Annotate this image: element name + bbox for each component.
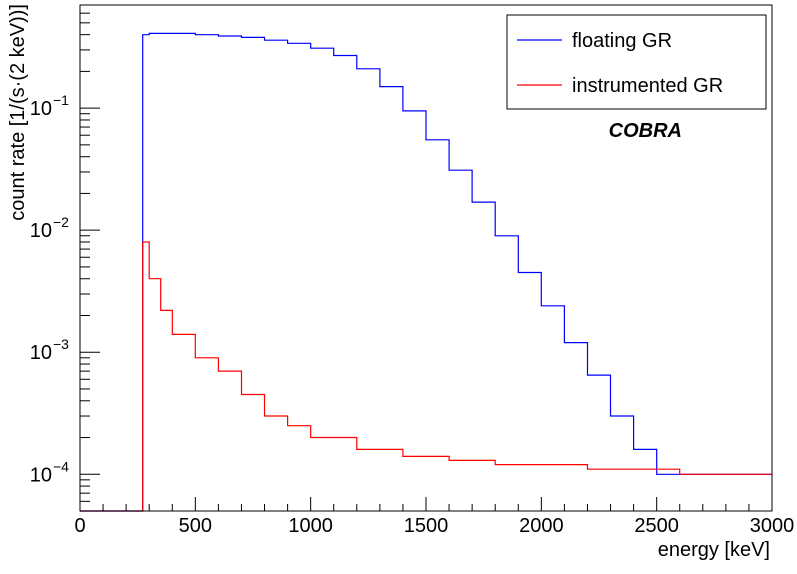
legend-label-floating: floating GR [572, 30, 672, 52]
x-tick-label: 1500 [404, 515, 449, 537]
x-tick-label: 0 [74, 515, 85, 537]
series-layer [80, 32, 772, 512]
series-line-instrumented-gr [80, 241, 772, 512]
y-tick-exponent: −3 [53, 336, 69, 352]
y-tick-label: 10 [30, 220, 52, 242]
legend-box [506, 14, 767, 110]
y-tick-label: 10 [30, 342, 52, 364]
y-tick-label: 10 [30, 98, 52, 120]
x-axis-label: energy [keV] [658, 539, 770, 561]
legend: floating GR instrumented GR [506, 14, 767, 110]
legend-label-instrumented: instrumented GR [572, 75, 723, 97]
x-axis: 0 500 1000 1500 2000 2500 3000 [74, 497, 794, 537]
x-tick-label: 3000 [750, 515, 795, 537]
y-tick-label: 10 [30, 464, 52, 486]
y-axis: 10−410−310−210−1 [30, 12, 100, 512]
cobra-annotation: COBRA [609, 120, 682, 142]
x-tick-label: 500 [179, 515, 212, 537]
x-tick-label: 2500 [634, 515, 679, 537]
x-tick-label: 1000 [288, 515, 333, 537]
y-tick-exponent: −1 [53, 92, 69, 108]
series-line-floating-gr [80, 32, 772, 512]
y-axis-label: count rate [1/(s·(2 keV))] [7, 4, 29, 221]
y-tick-exponent: −2 [53, 214, 69, 230]
x-tick-label: 2000 [519, 515, 564, 537]
y-tick-exponent: −4 [53, 458, 69, 474]
